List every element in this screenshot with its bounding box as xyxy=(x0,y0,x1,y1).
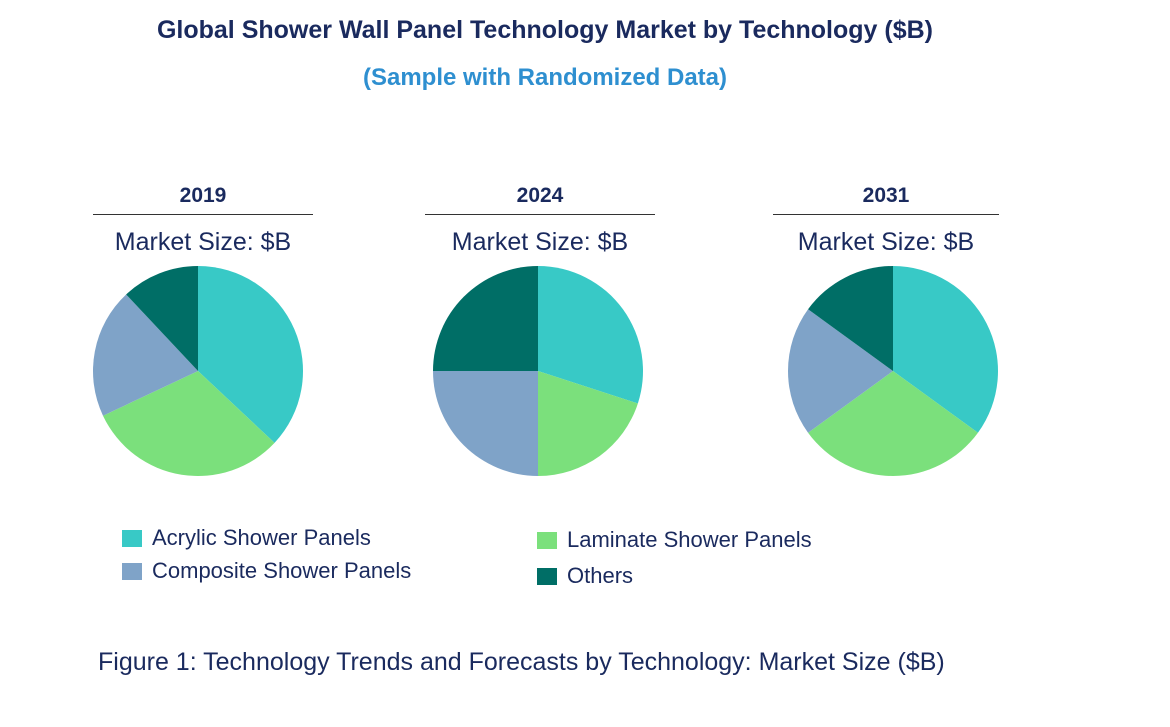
legend-label: Others xyxy=(567,563,634,588)
pie-slice-composite xyxy=(433,371,538,476)
pie-slice-composite xyxy=(93,294,198,416)
legend-swatch xyxy=(122,562,142,580)
legend-item-composite: Composite Shower Panels xyxy=(122,558,411,584)
chart-subtitle: (Sample with Randomized Data) xyxy=(362,64,728,91)
market-size-label: Market Size: $B xyxy=(114,228,292,256)
pie-slice-laminate xyxy=(538,371,638,476)
legend-label: Composite Shower Panels xyxy=(152,558,412,583)
year-label: 2031 xyxy=(773,180,999,215)
year-label: 2019 xyxy=(93,180,313,215)
market-size-label: Market Size: $B xyxy=(451,228,629,256)
legend-swatch xyxy=(122,529,142,547)
legend-swatch xyxy=(537,567,557,585)
pie-panel-2024: 2024 Market Size: $B xyxy=(425,180,655,257)
legend-swatch xyxy=(537,531,557,549)
pie-panel-2019: 2019 Market Size: $B xyxy=(93,180,313,257)
pie-slice-laminate xyxy=(102,371,275,476)
pie-slice-others xyxy=(808,266,893,371)
legend-item-acrylic: Acrylic Shower Panels xyxy=(122,525,371,551)
pie-slice-laminate xyxy=(808,371,978,476)
pie-slice-acrylic xyxy=(198,266,303,443)
pie-chart-2024 xyxy=(433,266,643,476)
pie-slice-acrylic xyxy=(538,266,643,404)
legend-label: Acrylic Shower Panels xyxy=(152,525,371,550)
legend-item-others: Others xyxy=(537,563,633,589)
year-label: 2024 xyxy=(425,180,655,215)
pie-chart-2019 xyxy=(93,266,303,476)
pie-chart-2031 xyxy=(788,266,998,476)
legend-item-laminate: Laminate Shower Panels xyxy=(537,527,812,553)
figure-caption: Figure 1: Technology Trends and Forecast… xyxy=(98,648,945,676)
pie-slice-acrylic xyxy=(893,266,998,433)
pie-slice-composite xyxy=(788,309,893,433)
legend-label: Laminate Shower Panels xyxy=(567,527,812,552)
pie-slice-others xyxy=(126,266,198,371)
pie-slice-others xyxy=(433,266,538,371)
market-size-label: Market Size: $B xyxy=(797,228,975,256)
pie-panel-2031: 2031 Market Size: $B xyxy=(773,180,999,257)
chart-title: Global Shower Wall Panel Technology Mark… xyxy=(156,16,934,44)
